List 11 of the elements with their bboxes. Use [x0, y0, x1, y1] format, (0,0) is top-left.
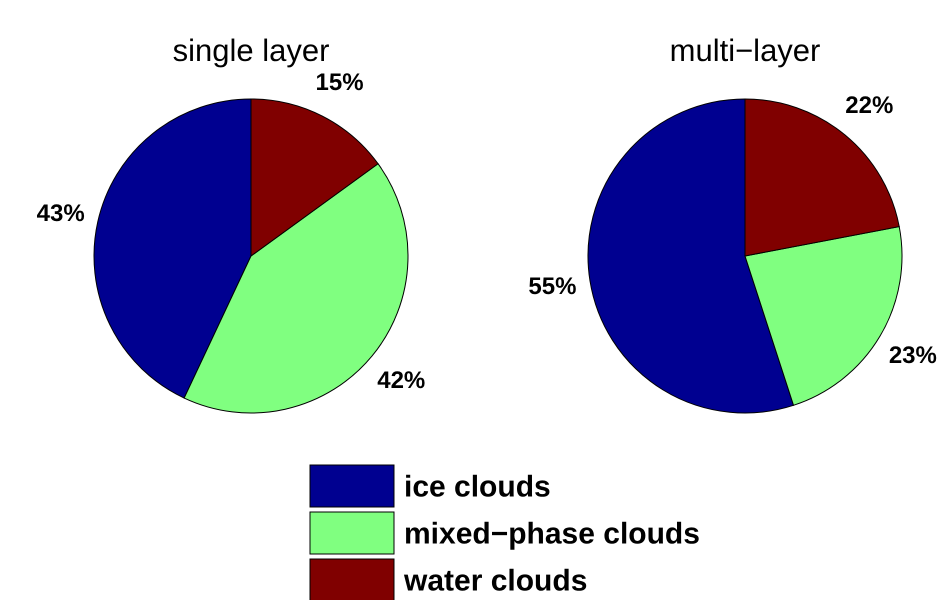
data-label: 43% — [36, 200, 85, 227]
data-label: 15% — [316, 68, 364, 96]
legend-label: water clouds — [403, 564, 588, 598]
legend-label: mixed−phase clouds — [404, 518, 700, 550]
data-label: 55% — [528, 273, 576, 300]
chart-title: single layer — [172, 33, 330, 68]
data-label: 23% — [888, 342, 937, 369]
data-label: 22% — [845, 92, 894, 120]
chart-title: multi−layer — [670, 33, 820, 68]
data-label: 42% — [377, 366, 426, 394]
legend-label: ice clouds — [404, 470, 551, 504]
